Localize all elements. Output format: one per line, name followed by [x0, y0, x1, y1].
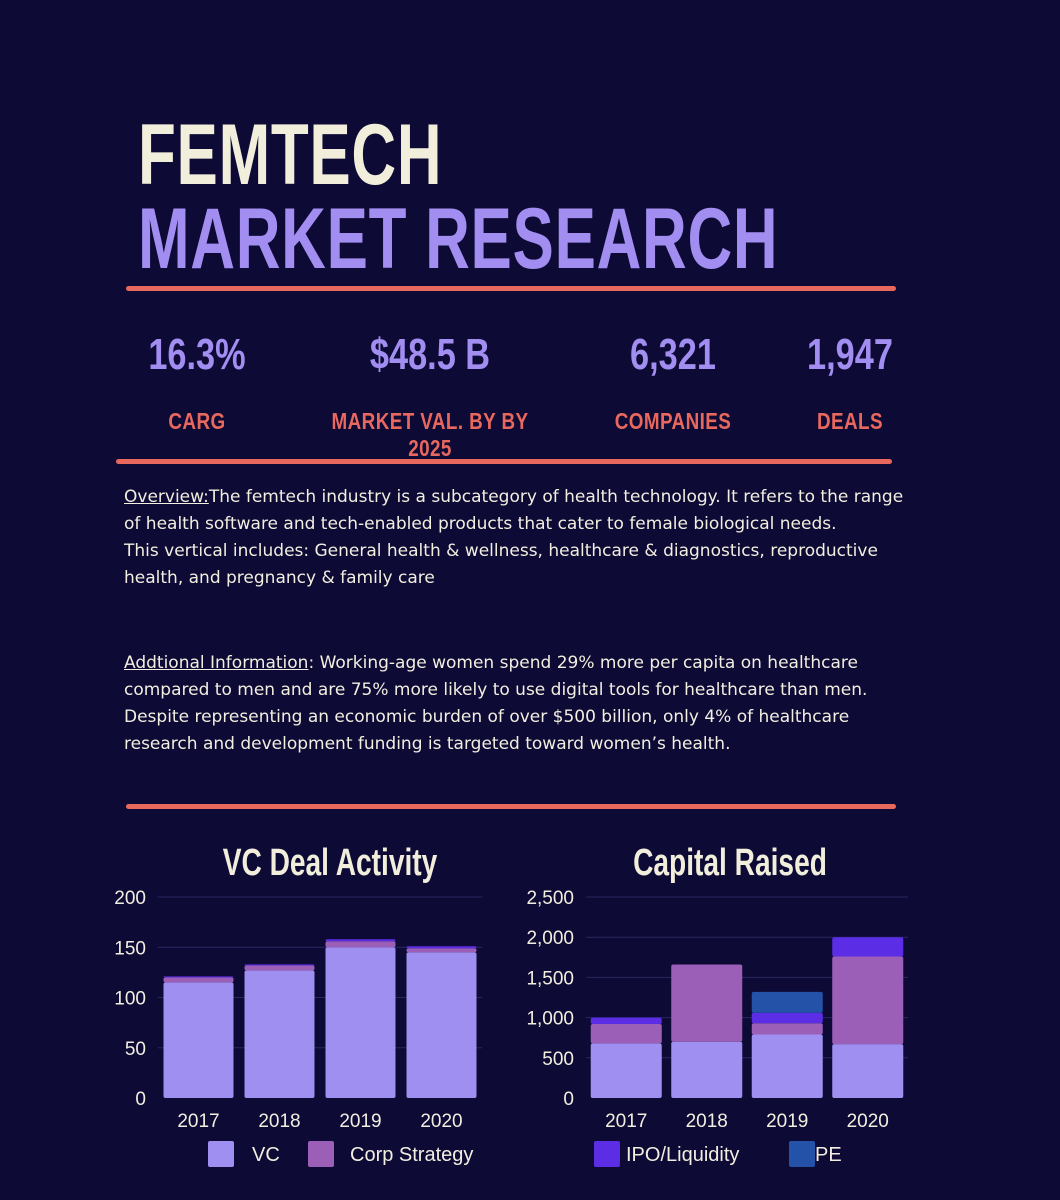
legend-label-pe: PE — [815, 1144, 842, 1166]
stat-value: $48.5 B — [369, 330, 491, 379]
x-tick-label: 2018 — [686, 1111, 728, 1132]
x-tick-label: 2017 — [177, 1111, 219, 1132]
y-tick-label: 2,500 — [526, 888, 574, 909]
bar-segment-corp-strategy-2019 — [325, 941, 396, 948]
title-line-2: MARKET RESEARCH — [138, 191, 779, 287]
bar-segment-vc-2020 — [406, 952, 477, 1098]
bar-segment-vc-2020 — [832, 1044, 904, 1098]
stat-value: 1,947 — [807, 330, 893, 379]
divider-bottom — [126, 804, 896, 809]
legend-swatch-pe — [789, 1141, 815, 1167]
overview-text-2: This vertical includes: General health &… — [124, 541, 878, 588]
stat-companies: 6,321 COMPANIES — [588, 330, 758, 435]
y-tick-label: 2,000 — [526, 928, 574, 949]
bar-segment-pe-2019 — [751, 991, 823, 1013]
divider-top — [126, 286, 896, 291]
legend-label-vc: VC — [252, 1144, 280, 1166]
bar-segment-corp-strategy-2017 — [163, 977, 234, 983]
bar-segment-ipo-liquidity-2017 — [590, 1017, 662, 1025]
legend-label-ipo-liquidity: IPO/Liquidity — [626, 1144, 740, 1166]
y-tick-label: 1,500 — [526, 968, 574, 989]
bar-segment-ipo-liquidity-2020 — [832, 937, 904, 957]
bar-segment-vc-2018 — [671, 1041, 743, 1098]
bar-segment-vc-2017 — [590, 1043, 662, 1098]
y-tick-label: 1,000 — [526, 1009, 574, 1030]
legend-swatch-ipo-liquidity — [594, 1141, 620, 1167]
legend-swatch-corp-strategy — [308, 1141, 334, 1167]
stat-deals: 1,947 DEALS — [770, 330, 930, 435]
bar-segment-ipo-liquidity-2019 — [751, 1012, 823, 1024]
chart-title-vc-deal-activity: VC Deal Activity — [222, 842, 438, 884]
stat-label: COMPANIES — [614, 408, 732, 434]
y-tick-label: 500 — [542, 1049, 574, 1070]
bar-segment-vc-2018 — [244, 970, 315, 1098]
divider-middle — [116, 459, 892, 464]
capital-raised-chart: 0 500 1,000 1,500 2,000 2,500 2017 2018 2019 2020 — [526, 888, 908, 1132]
x-tick-label: 2019 — [766, 1111, 808, 1132]
bar-segment-ipo-liquidity-2018 — [244, 964, 315, 966]
overview-heading: Overview: — [124, 487, 209, 507]
bar-segment-corp-strategy-2019 — [751, 1023, 823, 1035]
additional-info-section: Addtional Information: Working-age women… — [124, 650, 904, 758]
y-tick-label: 100 — [114, 989, 146, 1010]
y-tick-label: 50 — [125, 1039, 146, 1060]
y-tick-label: 0 — [563, 1089, 574, 1110]
bar-segment-ipo-liquidity-2019 — [325, 939, 396, 942]
x-tick-label: 2019 — [339, 1111, 381, 1132]
legend-swatch-vc — [208, 1141, 234, 1167]
stat-label: DEALS — [817, 408, 883, 434]
additional-info-heading: Addtional Information — [124, 653, 309, 673]
x-tick-label: 2017 — [605, 1111, 647, 1132]
bar-segment-vc-2019 — [325, 947, 396, 1098]
legend-label-corp-strategy: Corp Strategy — [350, 1144, 474, 1166]
overview-text: The femtech industry is a subcategory of… — [124, 487, 904, 534]
stat-value: 6,321 — [630, 330, 716, 379]
y-tick-label: 150 — [114, 938, 146, 959]
bar-segment-ipo-liquidity-2017 — [163, 976, 234, 978]
y-tick-label: 0 — [135, 1089, 146, 1110]
vc-deal-activity-chart: 0 50 100 150 200 2017 2018 2019 2020 — [114, 888, 482, 1132]
bar-segment-corp-strategy-2017 — [590, 1024, 662, 1044]
stat-label: CARG — [168, 408, 226, 434]
x-tick-label: 2020 — [847, 1111, 889, 1132]
bar-segment-vc-2017 — [163, 982, 234, 1098]
x-tick-label: 2018 — [258, 1111, 300, 1132]
overview-section: Overview:The femtech industry is a subca… — [124, 484, 904, 592]
title-line-1: FEMTECH — [138, 107, 443, 203]
stat-label: MARKET VAL. BY BY 2025 — [331, 408, 529, 461]
chart-title-capital-raised: Capital Raised — [633, 842, 827, 884]
additional-info-text: : Working-age women spend 29% more per c… — [124, 653, 868, 754]
stat-value: 16.3% — [148, 330, 246, 379]
bar-segment-corp-strategy-2018 — [244, 965, 315, 971]
bar-segment-corp-strategy-2020 — [832, 956, 904, 1045]
x-tick-label: 2020 — [420, 1111, 462, 1132]
bar-segment-ipo-liquidity-2020 — [406, 946, 477, 949]
bar-segment-corp-strategy-2020 — [406, 948, 477, 953]
stat-market-value: $48.5 B MARKET VAL. BY BY 2025 — [290, 330, 570, 462]
bar-segment-vc-2019 — [751, 1034, 823, 1098]
bar-segment-corp-strategy-2018 — [671, 964, 743, 1042]
stat-carg: 16.3% CARG — [112, 330, 282, 435]
y-tick-label: 200 — [114, 888, 146, 909]
